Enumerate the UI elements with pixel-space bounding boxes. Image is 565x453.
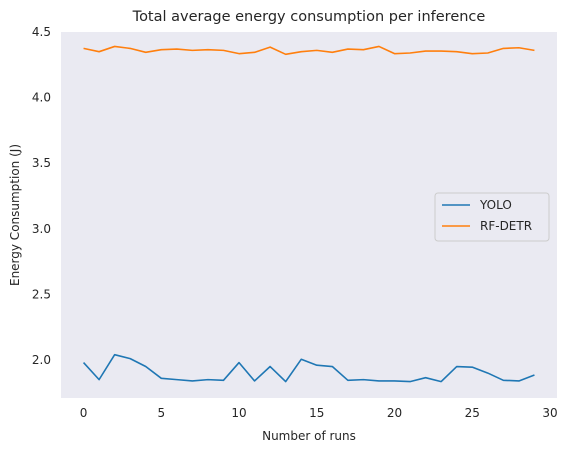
y-tick-label: 4.0: [32, 91, 51, 105]
y-axis-ticks: 2.0 2.5 3.0 3.5 4.0 4.5: [32, 25, 51, 367]
x-tick-label: 5: [157, 406, 165, 420]
x-tick-label: 25: [465, 406, 480, 420]
x-axis-label: Number of runs: [262, 429, 356, 443]
legend-label: RF-DETR: [480, 219, 532, 233]
y-tick-label: 3.0: [32, 222, 51, 236]
series-line-1: [83, 45, 535, 56]
series-lines: [82, 45, 535, 383]
series-line-0: [82, 353, 535, 383]
legend: YOLO RF-DETR: [434, 192, 550, 242]
x-tick-label: 15: [309, 406, 324, 420]
y-tick-label: 2.0: [32, 353, 51, 367]
x-tick-label: 30: [542, 406, 557, 420]
x-tick-label: 20: [387, 406, 402, 420]
y-tick-label: 4.5: [32, 25, 51, 39]
y-tick-label: 2.5: [32, 287, 51, 301]
y-axis-label: Energy Consumption (J): [8, 144, 22, 286]
chart-title: Total average energy consumption per inf…: [132, 9, 486, 25]
x-axis-ticks: 0 5 10 15 20 25 30: [80, 406, 558, 420]
x-tick-label: 10: [231, 406, 246, 420]
x-tick-label: 0: [80, 406, 88, 420]
legend-label: YOLO: [479, 198, 512, 212]
y-tick-label: 3.5: [32, 156, 51, 170]
